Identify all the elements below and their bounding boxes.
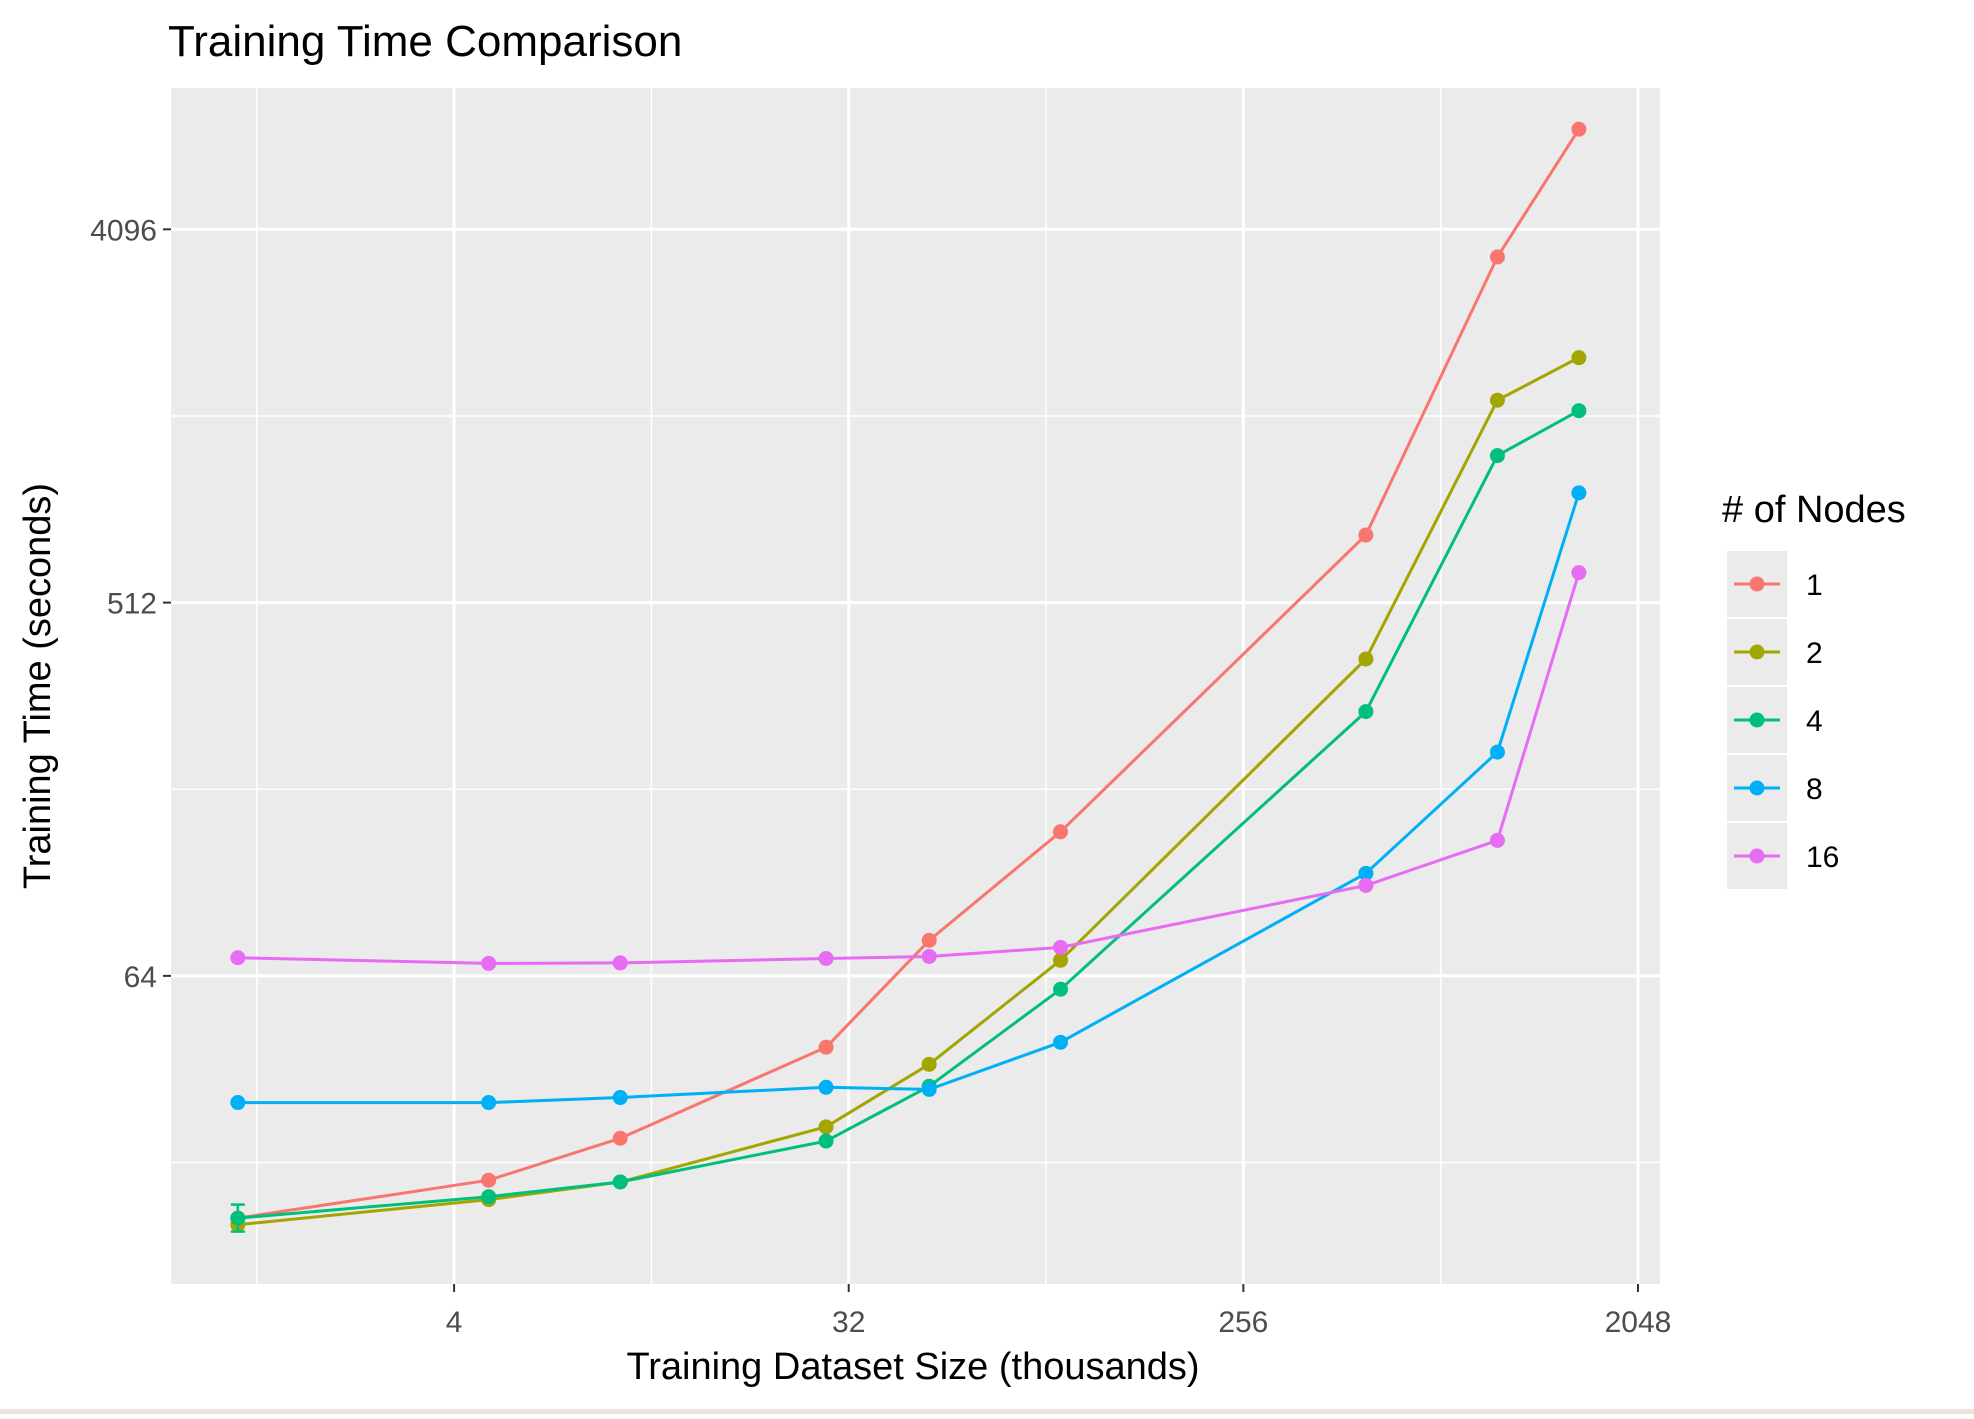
data-point-16: [921, 948, 937, 964]
legend-label: 16: [1806, 841, 1839, 874]
legend-item-2: 2: [1725, 617, 1823, 687]
legend-label: 1: [1806, 569, 1823, 602]
plot-panel: [171, 88, 1660, 1284]
data-point-1: [481, 1172, 497, 1188]
legend-label: 2: [1806, 637, 1823, 670]
data-point-1: [921, 932, 937, 948]
legend-item-8: 8: [1725, 753, 1823, 823]
legend-item-16: 16: [1725, 821, 1839, 891]
series-8: [230, 485, 1587, 1111]
y-axis-title: Training Time (seconds): [17, 483, 59, 889]
data-point-1: [1053, 824, 1069, 840]
error-bar-4: [230, 1203, 245, 1233]
data-point-2: [1571, 350, 1587, 366]
data-point-16: [612, 955, 628, 971]
series-1: [230, 121, 1587, 1226]
data-point-4: [1571, 403, 1587, 419]
legend-label: 8: [1806, 773, 1823, 806]
data-point-16: [481, 955, 497, 971]
y-tick-label: 512: [107, 588, 157, 621]
data-point-4: [1358, 704, 1374, 720]
data-point-8: [921, 1081, 937, 1097]
data-point-2: [1358, 651, 1374, 667]
data-point-2: [818, 1119, 834, 1135]
x-tick-label: 256: [1218, 1306, 1268, 1339]
legend-title: # of Nodes: [1722, 489, 1906, 531]
data-point-8: [1489, 744, 1505, 760]
data-point-16: [818, 951, 834, 967]
data-point-2: [1489, 392, 1505, 408]
legend: # of Nodes 1 2 4 8 16: [1722, 489, 1906, 891]
x-tick-label: 2048: [1605, 1306, 1672, 1339]
data-point-1: [818, 1039, 834, 1055]
legend-item-4: 4: [1725, 685, 1823, 755]
legend-item-1: 1: [1725, 549, 1823, 619]
legend-label: 4: [1806, 705, 1823, 738]
data-point-8: [1358, 865, 1374, 881]
legend-key-point: [1749, 848, 1765, 864]
bottom-border: [0, 1409, 1974, 1414]
data-point-16: [1571, 565, 1587, 581]
x-tick-label: 32: [832, 1306, 865, 1339]
data-point-4: [1053, 981, 1069, 997]
y-tick-label: 64: [124, 961, 157, 994]
grid-minor: [171, 88, 1660, 1284]
data-point-2: [1053, 952, 1069, 968]
axis-ticks: 4 32 256 2048 64 512 4096: [90, 214, 1671, 1339]
data-point-1: [1571, 121, 1587, 137]
x-tick-label: 4: [446, 1306, 463, 1339]
data-point-8: [612, 1090, 628, 1106]
series-16: [230, 565, 1587, 971]
data-point-2: [921, 1056, 937, 1072]
data-point-8: [481, 1095, 497, 1111]
data-point-16: [1489, 832, 1505, 848]
chart-title: Training Time Comparison: [168, 17, 682, 66]
data-point-4: [1489, 448, 1505, 464]
legend-key-point: [1749, 576, 1765, 592]
legend-key-point: [1749, 780, 1765, 796]
y-tick-label: 4096: [90, 214, 157, 247]
series-layer: [230, 121, 1587, 1233]
data-point-1: [612, 1130, 628, 1146]
x-axis-title: Training Dataset Size (thousands): [626, 1346, 1199, 1388]
data-point-4: [818, 1133, 834, 1149]
data-point-8: [1053, 1034, 1069, 1050]
legend-keys: 1 2 4 8 16: [1725, 549, 1839, 891]
data-point-1: [1489, 249, 1505, 265]
data-point-16: [230, 950, 246, 966]
data-point-16: [1053, 939, 1069, 955]
legend-key-point: [1749, 644, 1765, 660]
data-point-4: [481, 1189, 497, 1205]
data-point-8: [230, 1095, 246, 1111]
data-point-8: [1571, 485, 1587, 501]
data-point-8: [818, 1079, 834, 1095]
data-point-4: [612, 1174, 628, 1190]
grid-major: [171, 88, 1660, 1284]
data-point-1: [1358, 527, 1374, 543]
data-point-16: [1358, 877, 1374, 893]
legend-key-point: [1749, 712, 1765, 728]
